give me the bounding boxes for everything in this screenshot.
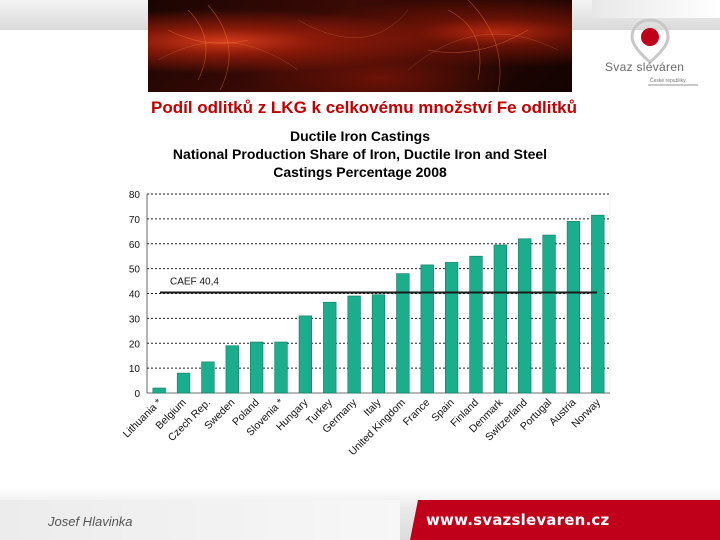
location-pin-icon	[630, 18, 670, 64]
header-banner-image	[148, 0, 572, 92]
bar	[201, 361, 215, 394]
bar	[347, 295, 361, 394]
chart-title-block: Ductile Iron Castings National Productio…	[130, 127, 590, 181]
y-tick-label: 30	[129, 314, 141, 325]
bar	[152, 387, 166, 394]
bar	[250, 341, 264, 394]
bar	[566, 221, 581, 394]
bar	[591, 214, 605, 394]
logo-subtitle: České republiky	[650, 78, 686, 84]
bar	[396, 273, 410, 394]
bar	[542, 234, 556, 394]
x-tick-label: France	[401, 397, 433, 429]
bar	[371, 294, 386, 394]
top-left-strip	[0, 0, 148, 30]
chart-title: Ductile Iron Castings	[289, 128, 431, 144]
footer-left-panel	[0, 500, 400, 540]
y-tick-label: 20	[129, 339, 141, 350]
bar	[469, 255, 483, 394]
y-tick-label: 80	[129, 190, 141, 201]
y-tick-label: 70	[129, 215, 141, 226]
bar	[493, 244, 507, 394]
y-tick-label: 40	[129, 290, 141, 301]
slide-title: Podíl odlitků z LKG k celkovému množství…	[150, 98, 577, 117]
chart-subtitle-line-1: National Production Share of Iron, Ducti…	[172, 146, 548, 162]
reference-line-label: CAEF 40,4	[170, 277, 219, 288]
chart-subtitle-line-2: Castings Percentage 2008	[273, 164, 447, 180]
website-banner	[410, 500, 720, 540]
bar	[420, 264, 434, 394]
bar	[274, 341, 288, 394]
y-tick-label: 10	[129, 364, 141, 375]
bar	[225, 345, 239, 394]
website-link[interactable]: www.svazslevaren.cz	[426, 511, 610, 529]
svaz-slevaren-logo	[630, 18, 670, 64]
bar	[176, 372, 191, 394]
top-right-strip	[572, 0, 720, 30]
logo-underline	[648, 84, 698, 86]
y-tick-label: 50	[129, 265, 141, 276]
y-tick-label: 0	[134, 389, 140, 400]
author-name: Josef Hlavinka	[48, 514, 133, 529]
bar	[323, 301, 337, 394]
y-tick-label: 60	[129, 240, 141, 251]
logo-name: Svaz sléváren	[605, 60, 685, 74]
bar	[444, 262, 459, 394]
bar	[518, 238, 532, 394]
bar	[298, 315, 313, 394]
